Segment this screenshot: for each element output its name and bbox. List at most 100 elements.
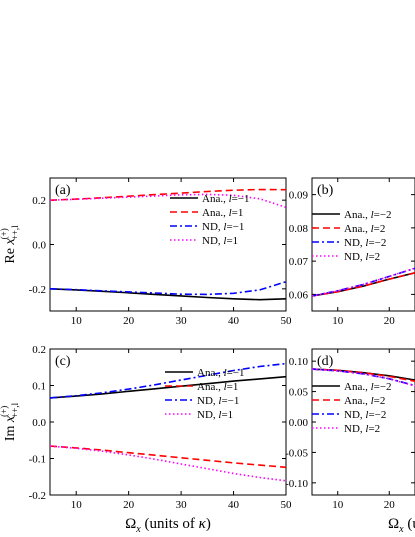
- legend-prefix: ND,: [344, 251, 365, 263]
- panel-a-series-line-1: [50, 188, 286, 201]
- panel-a-xtick-label: 20: [123, 315, 135, 327]
- legend-lvalue: =2: [368, 251, 380, 263]
- panel-d-legend-label-0: Ana., l=−2: [344, 381, 392, 393]
- panel-c-series-line-0: [50, 375, 286, 399]
- ylabel-subscript: ++,l: [10, 225, 20, 240]
- panel-a-ytick-label: 0.2: [32, 195, 46, 207]
- panel-b-label: (b): [317, 183, 334, 198]
- legend-prefix: Ana.,: [344, 209, 371, 221]
- xlabel-units: (u: [404, 516, 415, 532]
- panel-a-xtick-label: 10: [71, 315, 83, 327]
- legend-prefix: ND,: [197, 395, 218, 407]
- panel-c-ytick-label: -0.2: [29, 490, 46, 502]
- legend-prefix: ND,: [344, 237, 365, 249]
- legend-prefix: Ana.,: [197, 381, 224, 393]
- ylabel-re-im: Im: [3, 422, 18, 441]
- legend-l: l: [223, 221, 226, 233]
- legend-l: l: [365, 409, 368, 421]
- panel-d-ytick-label: 0.05: [289, 387, 309, 399]
- legend-lvalue: =2: [368, 423, 380, 435]
- xlabel-omega: Ω: [388, 516, 399, 532]
- panel-a-xtick-label: 30: [176, 315, 188, 327]
- panel-a-xtick-label: 50: [281, 315, 293, 327]
- panel-a-ylabel: Re x(+)++,l: [0, 225, 20, 264]
- legend-l: l: [371, 395, 374, 407]
- panel-c-ytick-label: 0.0: [32, 417, 46, 429]
- xlabel-subscript: x: [135, 524, 141, 535]
- legend-l: l: [365, 251, 368, 263]
- legend-lvalue: =2: [374, 223, 386, 235]
- ylabel-x: x: [3, 415, 18, 423]
- legend-l: l: [365, 237, 368, 249]
- panel-c-ylabel: Im x(+)++,l: [0, 402, 20, 441]
- legend-lvalue: =−1: [221, 395, 239, 407]
- panel-c-xtick-label: 40: [228, 499, 240, 511]
- panel-c-ytick-label: 0.1: [32, 381, 46, 393]
- legend-lvalue: =1: [221, 409, 233, 421]
- legend-lvalue: =1: [227, 381, 239, 393]
- panel-b-ytick-label: 0.06: [289, 289, 309, 301]
- panel-d-legend-label-1: Ana., l=2: [344, 395, 385, 407]
- panel-b-xtick-label: 10: [332, 315, 344, 327]
- legend-l: l: [371, 223, 374, 235]
- legend-l: l: [218, 395, 221, 407]
- panel-a-ytick-label: -0.2: [29, 284, 46, 296]
- legend-l: l: [365, 423, 368, 435]
- xlabel-subscript: x: [398, 524, 404, 535]
- panel-d-ytick-label: -0.05: [285, 447, 308, 459]
- legend-lvalue: =−1: [227, 367, 245, 379]
- legend-prefix: Ana.,: [344, 395, 371, 407]
- panel-a-series-line-0: [50, 288, 286, 301]
- ylabel-subscript: ++,l: [10, 402, 20, 417]
- panel-c-xlabel: Ωx (units of κ): [125, 516, 211, 535]
- panel-d-xlabel: Ωx (u: [388, 516, 415, 535]
- legend-prefix: ND,: [202, 221, 223, 233]
- legend-lvalue: =−2: [368, 409, 386, 421]
- legend-l: l: [371, 209, 374, 221]
- legend-l: l: [218, 409, 221, 421]
- legend-l: l: [224, 367, 227, 379]
- legend-lvalue: =2: [374, 395, 386, 407]
- panel-a-series-line-2: [50, 280, 286, 296]
- ylabel-re-im: Re: [3, 245, 18, 264]
- panel-c-xtick-label: 30: [176, 499, 188, 511]
- legend-l: l: [223, 235, 226, 247]
- panel-a-xtick-label: 40: [228, 315, 240, 327]
- panel-b-legend-label-1: Ana., l=2: [344, 223, 385, 235]
- panel-a-legend-label-0: Ana., l=−1: [202, 193, 250, 205]
- panel-c-series-group: [50, 362, 286, 482]
- panel-c-ytick-label: -0.1: [29, 454, 46, 466]
- panel-a-legend-label-3: ND, l=1: [202, 235, 238, 247]
- legend-prefix: Ana.,: [197, 367, 224, 379]
- panel-c-legend-label-3: ND, l=1: [197, 409, 233, 421]
- panel-b-ytick-label: 0.08: [289, 223, 309, 235]
- panel-a-series-group: [50, 188, 286, 301]
- panel-d-ytick-label: 0.00: [289, 417, 309, 429]
- legend-prefix: Ana.,: [202, 207, 229, 219]
- panel-a-legend-label-2: ND, l=−1: [202, 221, 244, 233]
- legend-l: l: [371, 381, 374, 393]
- panel-b-legend-label-3: ND, l=2: [344, 251, 380, 263]
- ylabel-superscript: (+): [0, 406, 9, 417]
- panel-b-series-group: [312, 267, 415, 297]
- panel-c-series-line-2: [50, 362, 286, 399]
- panel-b-xtick-label: 20: [384, 315, 396, 327]
- panel-a-legend-label-1: Ana., l=1: [202, 207, 243, 219]
- panel-b-frame: [311, 177, 415, 312]
- panel-c-xtick-label: 50: [281, 499, 293, 511]
- panel-c-frame: [49, 348, 287, 496]
- legend-prefix: ND,: [344, 409, 365, 421]
- panel-c-xtick-label: 10: [71, 499, 83, 511]
- legend-lvalue: =1: [226, 235, 238, 247]
- panel-d-legend-label-2: ND, l=−2: [344, 409, 386, 421]
- panel-b-legend-label-0: Ana., l=−2: [344, 209, 392, 221]
- ylabel-superscript: (+): [0, 228, 9, 239]
- legend-prefix: Ana.,: [202, 193, 229, 205]
- panel-d-xtick-label: 10: [332, 499, 344, 511]
- xlabel-kappa: κ: [199, 516, 207, 532]
- panel-b-legend-label-2: ND, l=−2: [344, 237, 386, 249]
